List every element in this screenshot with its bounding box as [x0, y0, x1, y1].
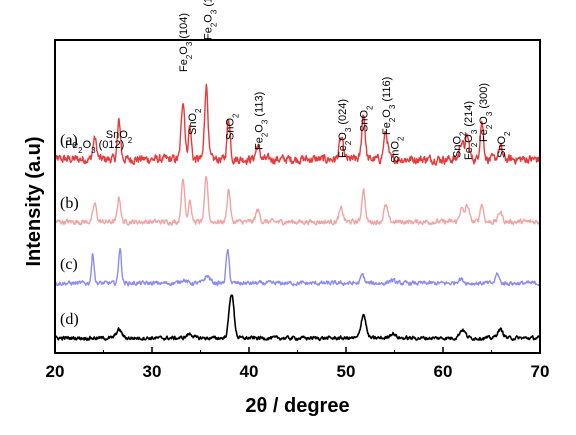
y-axis-title: Intensity (a.u)	[23, 136, 45, 266]
series-line	[54, 247, 541, 287]
series-label: (c)	[60, 256, 78, 273]
peak-annotation: SnO2	[390, 136, 406, 163]
peak-annotation: Fe2O3 (300)	[478, 83, 494, 142]
peak-annotation: Fe2O3 (214)	[463, 101, 479, 160]
peak-annotation: Fe2O3 (113)	[254, 92, 270, 150]
peak-annotation: Fe2O3 (116)	[381, 77, 397, 135]
plot-frame	[54, 39, 541, 354]
x-tick-label: 50	[337, 362, 356, 381]
x-tick-label: 60	[434, 362, 453, 381]
x-axis-title: 2θ / degree	[245, 395, 349, 417]
series-line	[54, 294, 541, 342]
series-line	[54, 176, 541, 226]
traces-layer	[54, 83, 541, 342]
peak-annotation: SnO2	[496, 131, 512, 158]
peak-annotation: SnO2	[452, 131, 468, 158]
peak-annotation: Fe2O3 (104)	[178, 13, 194, 72]
peak-annotation: Fe2O3 (110)	[202, 0, 218, 40]
peak-annotation: Fe2O3 (024)	[337, 99, 353, 158]
x-tick-label: 40	[240, 362, 259, 381]
peak-annotation: Fe2O3 (012)	[65, 139, 124, 155]
trace-labels-layer: (a) (b) (c) (d)	[60, 132, 79, 328]
peak-annotation: SnO2	[106, 129, 133, 145]
series-label: (a)	[60, 132, 78, 149]
peak-annotation: SnO2	[359, 105, 375, 132]
series-line	[54, 83, 541, 166]
x-tick-label: 70	[531, 362, 550, 381]
peak-annotation: SnO2	[187, 108, 203, 135]
series-label: (b)	[60, 195, 79, 212]
x-tick-label: 30	[143, 362, 162, 381]
series-label: (d)	[60, 311, 79, 328]
x-tick-label: 20	[46, 362, 65, 381]
peak-annotation: SnO2	[225, 113, 241, 140]
x-axis-ticks: 20 30 40 50 60 70	[46, 347, 550, 381]
